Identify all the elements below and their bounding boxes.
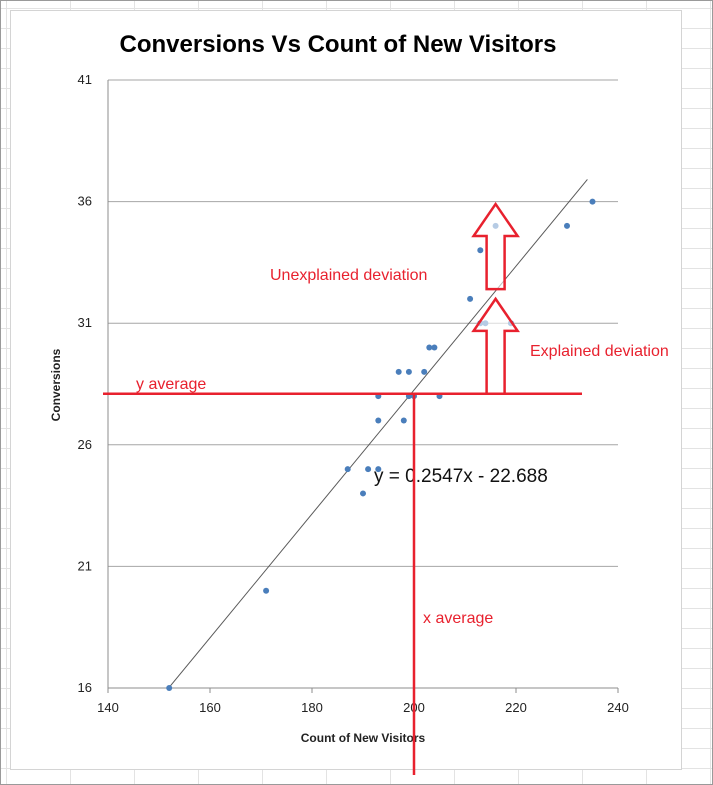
trendline	[168, 179, 588, 688]
data-point-19	[477, 247, 484, 254]
data-point-3	[360, 490, 366, 497]
x-tick-label-180: 180	[301, 700, 323, 715]
data-point-0	[166, 685, 173, 691]
data-point-6	[375, 417, 382, 424]
explained-deviation-label: Explained deviation	[530, 343, 669, 360]
data-point-23	[564, 222, 570, 229]
chart-area[interactable]	[10, 10, 682, 770]
data-point-4	[365, 466, 372, 473]
y-tick-label-21: 21	[78, 558, 92, 573]
unexplained-deviation-label: Unexplained deviation	[270, 267, 427, 284]
data-point-17	[467, 295, 474, 302]
annotation-labels: Unexplained deviation Explained deviation…	[136, 267, 669, 627]
y-tick-label-16: 16	[78, 680, 92, 695]
data-point-11	[405, 368, 412, 375]
data-point-15	[431, 344, 438, 351]
y-tick-label-31: 31	[78, 315, 92, 330]
x-axis-label: Count of New Visitors	[301, 731, 426, 745]
y-average-label: y average	[136, 376, 206, 393]
data-point-2	[344, 466, 351, 473]
deviation-arrows	[471, 201, 520, 395]
gridlines	[107, 79, 619, 693]
y-tick-label-41: 41	[78, 72, 92, 87]
y-tick-label-36: 36	[78, 194, 92, 209]
data-point-8	[395, 368, 402, 375]
chart-title: Conversions Vs Count of New Visitors	[120, 31, 557, 58]
data-point-1	[263, 587, 270, 594]
x-tick-label-140: 140	[97, 700, 119, 715]
tick-labels: 162126313641140160180200220240	[78, 72, 629, 715]
unexplained-deviation-arrow	[471, 201, 520, 291]
x-tick-label-160: 160	[199, 700, 221, 715]
y-axis-label: Conversions	[49, 348, 63, 421]
data-point-9	[400, 417, 407, 424]
y-tick-label-26: 26	[78, 437, 92, 452]
mean-lines	[103, 392, 582, 775]
explained-deviation-arrow	[471, 296, 520, 395]
data-point-13	[421, 368, 428, 375]
data-point-24	[589, 198, 596, 205]
trendline-equation: y = 0.2547x - 22.688	[374, 466, 548, 487]
x-tick-label-220: 220	[505, 700, 527, 715]
x-tick-label-240: 240	[607, 700, 629, 715]
data-point-14	[426, 344, 433, 351]
data-point-5	[375, 466, 382, 473]
x-average-label: x average	[423, 610, 493, 627]
trendline-group: y = 0.2547x - 22.688	[168, 179, 588, 688]
